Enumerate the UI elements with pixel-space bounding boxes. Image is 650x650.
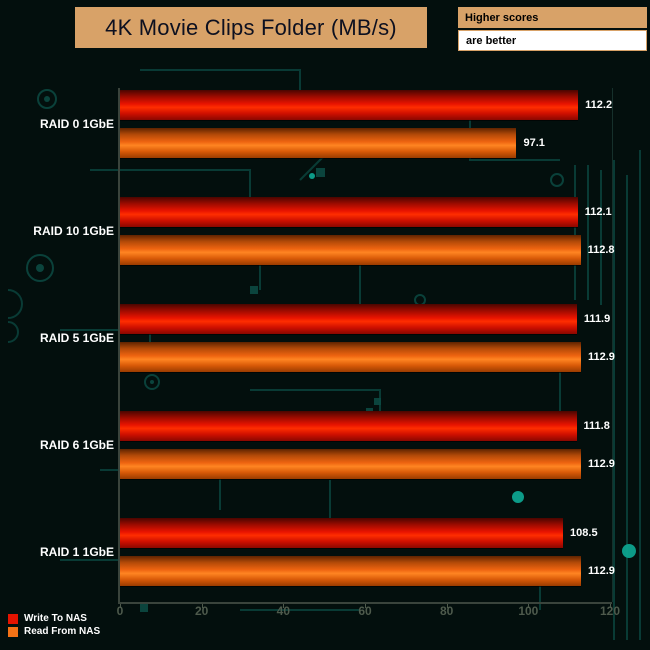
bar-row: 111.9 [120, 304, 612, 334]
bar-group: 111.9 112.9 [120, 304, 615, 372]
write-bar [120, 197, 578, 227]
legend-label: Read From NAS [24, 626, 101, 637]
write-bar [120, 411, 577, 441]
value-label: 111.8 [583, 420, 610, 432]
value-label: 108.5 [570, 527, 598, 539]
tick-mark [610, 604, 611, 608]
legend-item: Write To NAS [8, 613, 100, 624]
read-bar [120, 342, 581, 372]
bar-group: 108.5 112.9 [120, 518, 615, 586]
plot-right-border [612, 88, 613, 602]
tick-mark [365, 604, 366, 608]
tick-label: 20 [194, 604, 209, 618]
bar-row: 112.9 [120, 449, 615, 479]
tick-mark [120, 604, 121, 608]
value-label: 112.9 [588, 565, 615, 577]
bar-row: 112.1 [120, 197, 612, 227]
value-label: 97.1 [523, 137, 545, 149]
tick-label: 0 [116, 604, 124, 618]
legend-swatch [8, 613, 18, 624]
write-bar [120, 518, 564, 548]
higher-scores-badge: Higher scores [458, 7, 647, 28]
write-bar [120, 90, 579, 120]
legend-label: Write To NAS [24, 613, 87, 624]
are-better-badge: are better [458, 30, 647, 51]
bar-row: 97.1 [120, 128, 612, 158]
value-label: 112.1 [584, 206, 612, 218]
category-label: RAID 10 1GbE [33, 224, 114, 238]
legend-swatch [8, 626, 18, 637]
read-bar [120, 128, 517, 158]
bar-row: 112.9 [120, 556, 615, 586]
chart-title: 4K Movie Clips Folder (MB/s) [75, 7, 427, 48]
read-bar [120, 556, 581, 586]
tick-label: 60 [358, 604, 372, 618]
tick-mark [528, 604, 530, 608]
read-bar [120, 235, 581, 265]
tick-mark [446, 604, 448, 608]
bar-row: 112.8 [120, 235, 615, 265]
category-label: RAID 5 1GbE [39, 331, 114, 345]
value-label: 111.9 [583, 313, 611, 325]
chart-legend: Write To NAS Read From NAS [8, 613, 100, 639]
bar-group: 111.8 112.9 [120, 411, 615, 479]
value-label: 112.9 [588, 458, 615, 470]
plot-area: 112.2 97.1 112.1 112.8 111.9 112.9 111.8 112.9 1… [118, 88, 615, 604]
category-label: RAID 6 1GbE [39, 438, 114, 452]
value-label: 112.2 [585, 99, 613, 111]
bar-group: 112.2 97.1 [120, 90, 612, 158]
bar-row: 112.9 [120, 342, 615, 372]
tick-mark [201, 604, 203, 608]
tick-label: 100 [518, 604, 539, 618]
bar-row: 108.5 [120, 518, 612, 548]
tick-label: 80 [439, 604, 454, 618]
bar-row: 111.8 [120, 411, 612, 441]
bar-group: 112.1 112.8 [120, 197, 615, 265]
category-label: RAID 0 1GbE [39, 117, 114, 131]
category-label: RAID 1 1GbE [39, 545, 114, 559]
write-bar [120, 304, 577, 334]
tick-mark [283, 604, 285, 608]
value-label: 112.8 [587, 244, 615, 256]
value-label: 112.9 [588, 351, 615, 363]
read-bar [120, 449, 581, 479]
tick-label: 120 [599, 604, 621, 618]
tick-label: 40 [276, 604, 291, 618]
legend-item: Read From NAS [8, 626, 100, 637]
bar-row: 112.2 [120, 90, 612, 120]
